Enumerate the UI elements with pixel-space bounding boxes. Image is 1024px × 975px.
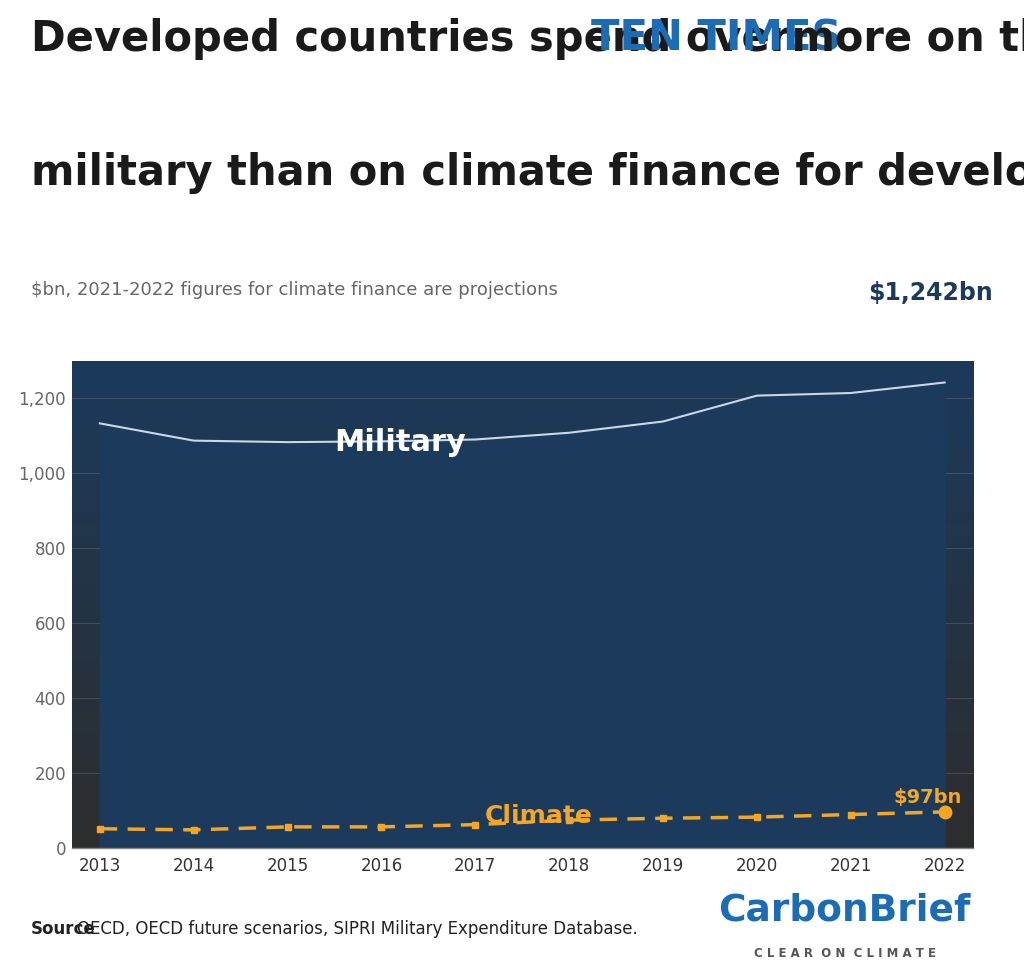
Text: Developed countries spend over: Developed countries spend over: [31, 18, 805, 59]
Text: : OECD, OECD future scenarios, SIPRI Military Expenditure Database.: : OECD, OECD future scenarios, SIPRI Mil…: [67, 920, 638, 938]
Text: $1,242bn: $1,242bn: [868, 281, 993, 305]
Text: Source: Source: [31, 920, 95, 938]
Text: military than on climate finance for developing countries: military than on climate finance for dev…: [31, 152, 1024, 194]
Text: $bn, 2021-2022 figures for climate finance are projections: $bn, 2021-2022 figures for climate finan…: [31, 281, 558, 299]
Text: TEN TIMES: TEN TIMES: [591, 18, 842, 59]
Text: C L E A R  O N  C L I M A T E: C L E A R O N C L I M A T E: [754, 948, 936, 960]
Text: $97bn: $97bn: [893, 788, 962, 806]
Text: Climate: Climate: [484, 803, 593, 828]
Text: CarbonBrief: CarbonBrief: [719, 892, 971, 928]
Text: more on their: more on their: [776, 18, 1024, 59]
Text: Military: Military: [335, 428, 466, 456]
